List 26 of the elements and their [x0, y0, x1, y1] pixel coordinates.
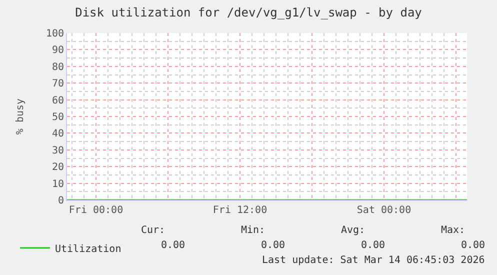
- y-tick-label: 10: [52, 178, 64, 190]
- y-tick-label: 0: [58, 196, 64, 206]
- text: 0.00: [361, 240, 386, 251]
- y-axis-title: % busy: [14, 98, 26, 135]
- text: 0.00: [161, 240, 186, 251]
- y-tick-label: 30: [52, 145, 64, 156]
- y-tick-label: 70: [52, 78, 64, 90]
- x-tick-label: Fri 12:00: [212, 205, 268, 216]
- y-tick-label: 100: [46, 28, 64, 40]
- text: Cur:: [141, 225, 166, 236]
- legend-label: Utilization: [55, 244, 122, 255]
- text: Last update: Sat Mar 14 06:45:03 2026: [262, 255, 485, 266]
- y-tick-label: 20: [52, 162, 64, 174]
- text: 0.00: [261, 240, 286, 251]
- x-tick-label: Fri 00:00: [68, 205, 124, 216]
- y-tick-label: 50: [52, 112, 64, 123]
- x-tick-label: Sat 00:00: [356, 205, 412, 216]
- y-tick-label: 60: [52, 95, 64, 106]
- y-tick-label: 80: [52, 62, 64, 73]
- text: Max:: [441, 225, 466, 236]
- chart-title: Disk utilization for /dev/vg_g1/lv_swap - by day: [75, 6, 422, 20]
- y-tick-label: 40: [52, 128, 64, 140]
- y-tick-label: 90: [52, 45, 64, 56]
- text: Min:: [241, 225, 266, 236]
- text: Avg:: [341, 225, 366, 236]
- text: 0.00: [461, 240, 486, 251]
